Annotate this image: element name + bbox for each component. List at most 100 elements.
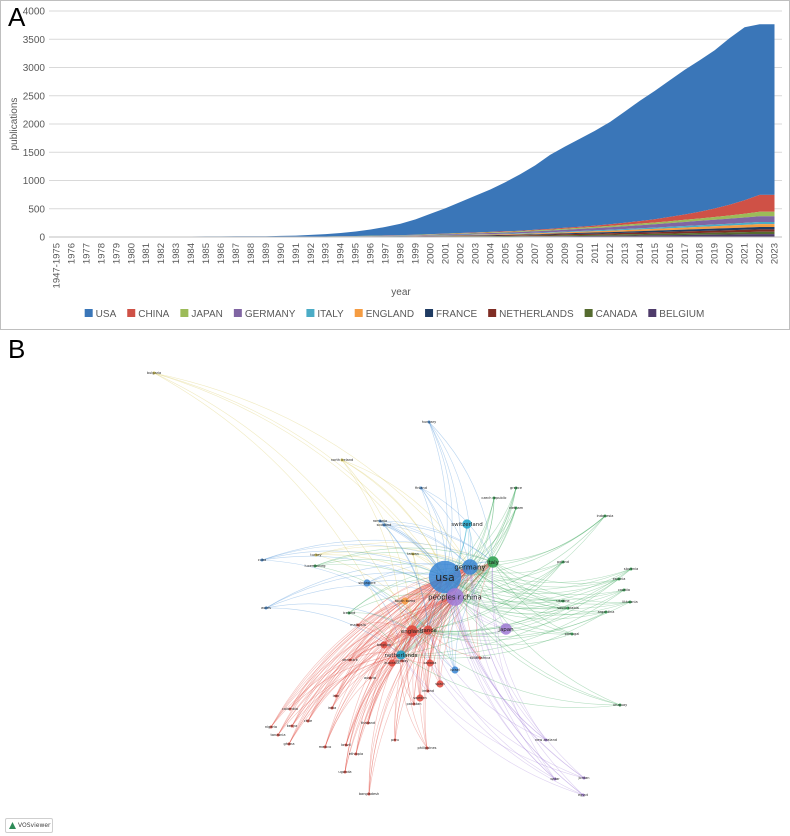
- network-link: [153, 372, 402, 656]
- network-link: [454, 596, 556, 780]
- network-node: [378, 519, 382, 523]
- network-link: [324, 596, 456, 748]
- network-link: [288, 576, 446, 745]
- network-link: [261, 544, 471, 568]
- network-link: [439, 561, 494, 685]
- network-link: [331, 596, 456, 709]
- legend-swatch-japan: [180, 309, 189, 317]
- network-link: [355, 576, 446, 755]
- network-link: [411, 566, 471, 632]
- network-node-label: egypt: [578, 793, 589, 797]
- network-link: [277, 576, 446, 736]
- network-node: [427, 420, 431, 424]
- network-node: [629, 567, 633, 571]
- network-node: [419, 486, 423, 490]
- x-tick-label: 1994: [336, 243, 347, 264]
- x-tick-label: 2019: [710, 243, 721, 264]
- network-node-label: poland: [557, 560, 569, 564]
- network-link: [454, 596, 585, 779]
- x-tick-label: 1985: [201, 243, 212, 264]
- area-series-canada: [56, 231, 775, 237]
- network-link: [331, 576, 446, 709]
- network-link: [368, 576, 446, 795]
- network-node: [561, 560, 565, 564]
- network-link: [335, 576, 446, 697]
- network-link: [261, 550, 446, 578]
- y-tick-label: 1000: [23, 176, 46, 187]
- network-link: [400, 654, 428, 749]
- network-link: [368, 596, 456, 795]
- network-link: [476, 561, 494, 659]
- network-link: [469, 566, 556, 780]
- network-node: [260, 558, 264, 562]
- network-link: [270, 629, 429, 728]
- network-node: [566, 606, 570, 610]
- network-node-label: malaysia: [350, 623, 366, 627]
- network-node-label: ireland: [422, 689, 434, 693]
- network-link: [400, 654, 585, 779]
- network-link: [492, 561, 573, 635]
- network-link: [348, 593, 456, 614]
- network-link: [307, 561, 494, 722]
- network-link: [335, 654, 402, 697]
- network-link: [469, 515, 606, 568]
- network-link: [355, 561, 494, 755]
- network-node: [514, 486, 518, 490]
- legend-swatch-china: [127, 309, 136, 317]
- network-node: [487, 556, 499, 568]
- network-link: [379, 520, 471, 568]
- network-node: [401, 597, 409, 605]
- x-tick-label: 1979: [111, 243, 122, 264]
- network-link: [153, 372, 413, 632]
- network-link: [454, 561, 494, 671]
- network-node: [603, 514, 607, 518]
- network-link: [270, 596, 456, 728]
- network-node: [451, 666, 459, 674]
- network-node-label: kenya: [287, 724, 298, 728]
- network-link: [289, 630, 413, 710]
- vosviewer-badge[interactable]: VOSviewer: [5, 818, 53, 833]
- x-tick-label: 1980: [126, 243, 137, 264]
- network-link: [454, 596, 621, 706]
- network-link: [289, 596, 456, 710]
- network-link: [427, 629, 573, 646]
- network-node-label: wales: [261, 606, 271, 610]
- network-link: [419, 596, 456, 699]
- network-node: [604, 610, 608, 614]
- network-link: [349, 596, 456, 661]
- network-link: [454, 487, 517, 598]
- network-link: [265, 584, 456, 609]
- x-tick-label: 1976: [66, 243, 77, 264]
- network-link: [261, 539, 494, 563]
- network-link: [469, 566, 625, 596]
- x-tick-label: 2023: [770, 243, 781, 264]
- x-tick-label: 1997: [381, 243, 392, 264]
- network-link: [411, 553, 420, 632]
- network-node-label: finland: [415, 486, 427, 490]
- area-series-england: [56, 224, 775, 237]
- network-link: [265, 572, 446, 609]
- network-node: [313, 564, 317, 568]
- network-link: [469, 566, 547, 741]
- network-node-label: saudi arabia: [557, 606, 579, 610]
- network-node: [462, 519, 472, 529]
- network-link: [406, 630, 415, 705]
- network-node-label: ghana: [284, 742, 295, 746]
- network-node: [264, 606, 268, 610]
- network-node: [426, 689, 430, 693]
- area-series-usa: [56, 24, 775, 238]
- x-tick-label: 1992: [306, 243, 317, 264]
- y-tick-label: 3000: [23, 63, 46, 74]
- network-link: [314, 547, 494, 567]
- network-link: [438, 566, 471, 685]
- x-tick-label: 2014: [635, 243, 646, 264]
- network-node-label: germany: [454, 563, 485, 571]
- network-node: [343, 770, 347, 774]
- network-node-label: australia: [384, 661, 399, 665]
- network-link: [265, 603, 413, 632]
- legend-swatch-italy: [306, 309, 315, 317]
- network-link: [469, 566, 585, 779]
- network-node: [423, 625, 433, 635]
- network-node: [290, 724, 294, 728]
